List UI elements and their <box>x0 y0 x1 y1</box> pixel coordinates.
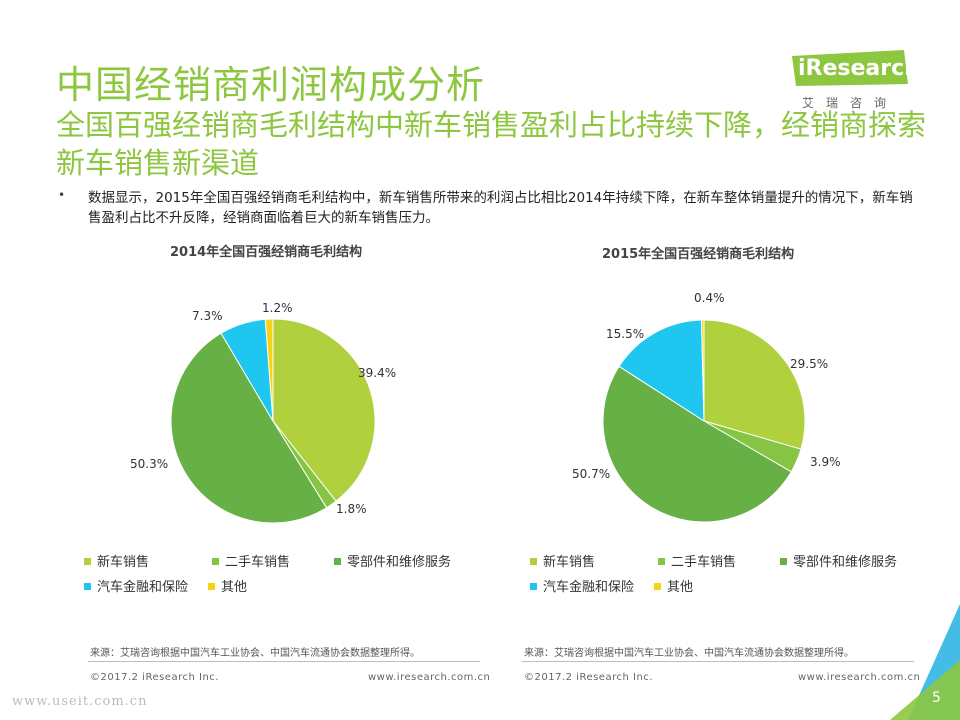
pie-chart-2014 <box>170 318 376 524</box>
page-title: 中国经销商利润构成分析 <box>56 63 486 107</box>
copyright-right: ©2017.2 iResearch Inc. <box>524 672 653 683</box>
legend-item-finance: 汽车金融和保险 <box>84 576 188 595</box>
legend-label: 新车销售 <box>543 555 596 570</box>
corner-triangle-green <box>890 660 960 720</box>
legend-label: 其他 <box>667 580 694 595</box>
legend-item-new-car: 新车销售 <box>84 551 149 570</box>
legend-item-parts: 零部件和维修服务 <box>780 551 897 570</box>
legend-item-other: 其他 <box>208 576 247 595</box>
legend-label: 汽车金融和保险 <box>543 580 635 595</box>
legend-item-finance: 汽车金融和保险 <box>530 576 634 595</box>
legend-swatch <box>654 583 661 590</box>
legend-swatch <box>658 558 665 565</box>
pie-label-parts-2014: 50.3% <box>130 457 169 471</box>
pie-label-used-car-2014: 1.8% <box>336 502 367 516</box>
watermark: www.useit.com.cn <box>12 694 148 709</box>
legend-label: 二手车销售 <box>671 555 737 570</box>
pie-label-other-2015: 0.4% <box>694 291 725 305</box>
divider-left <box>88 661 480 662</box>
legend-swatch <box>780 558 787 565</box>
logo-brand: iResearch <box>798 56 920 81</box>
pie-slice-new-car <box>703 319 806 450</box>
pie-label-parts-2015: 50.7% <box>572 467 611 481</box>
pie-slice-other <box>264 318 274 422</box>
pie-chart-2015 <box>602 319 806 523</box>
logo-chinese: 艾瑞咨询 <box>802 96 899 110</box>
legend-label: 新车销售 <box>97 555 150 570</box>
legend-swatch <box>334 558 341 565</box>
pie-slice-parts <box>602 365 792 523</box>
legend-label: 二手车销售 <box>225 555 291 570</box>
legend-swatch <box>530 583 537 590</box>
legend-item-other: 其他 <box>654 576 693 595</box>
site-url-right[interactable]: www.iresearch.com.cn <box>798 672 921 683</box>
pie-label-new-car-2015: 29.5% <box>790 357 829 371</box>
legend-swatch <box>212 558 219 565</box>
iresearch-logo: iResearch 艾瑞咨询 <box>790 50 920 110</box>
pie-slice-finance <box>618 319 705 422</box>
legend-label: 其他 <box>221 580 248 595</box>
copyright-left: ©2017.2 iResearch Inc. <box>90 672 219 683</box>
site-url-left[interactable]: www.iresearch.com.cn <box>368 672 491 683</box>
legend-item-used-car: 二手车销售 <box>212 551 290 570</box>
pie-label-finance-2015: 15.5% <box>606 327 645 341</box>
pie-label-new-car-2014: 39.4% <box>358 366 397 380</box>
legend-swatch <box>530 558 537 565</box>
pie-label-finance-2014: 7.3% <box>192 309 223 323</box>
pie-label-other-2014: 1.2% <box>262 301 293 315</box>
source-note-right: 来源：艾瑞咨询根据中国汽车工业协会、中国汽车流通协会数据整理所得。 <box>524 648 854 659</box>
pie-label-used-car-2015: 3.9% <box>810 455 841 469</box>
page-subtitle: 全国百强经销商毛利结构中新车销售盈利占比持续下降，经销商探索新车销售新渠道 <box>56 108 927 180</box>
legend-swatch <box>84 558 91 565</box>
pie-slice-new-car <box>272 318 376 502</box>
legend-swatch <box>208 583 215 590</box>
chart-title-2015: 2015年全国百强经销商毛利结构 <box>602 247 795 262</box>
divider-right <box>522 661 914 662</box>
pie-slice-parts <box>170 332 328 524</box>
legend-label: 汽车金融和保险 <box>97 580 189 595</box>
legend-item-new-car: 新车销售 <box>530 551 595 570</box>
legend-item-used-car: 二手车销售 <box>658 551 736 570</box>
legend-label: 零部件和维修服务 <box>793 555 898 570</box>
legend-item-parts: 零部件和维修服务 <box>334 551 451 570</box>
legend-label: 零部件和维修服务 <box>347 555 452 570</box>
pie-slice-other <box>700 319 705 422</box>
description-text: 数据显示，2015年全国百强经销商毛利结构中，新车销售所带来的利润占比相比201… <box>88 190 913 226</box>
chart-title-2014: 2014年全国百强经销商毛利结构 <box>170 245 363 260</box>
legend-swatch <box>84 583 91 590</box>
logo-badge <box>792 50 908 86</box>
bullet-icon: • <box>58 188 66 202</box>
page-number: 5 <box>932 690 941 706</box>
source-note-left: 来源：艾瑞咨询根据中国汽车工业协会、中国汽车流通协会数据整理所得。 <box>90 648 420 659</box>
